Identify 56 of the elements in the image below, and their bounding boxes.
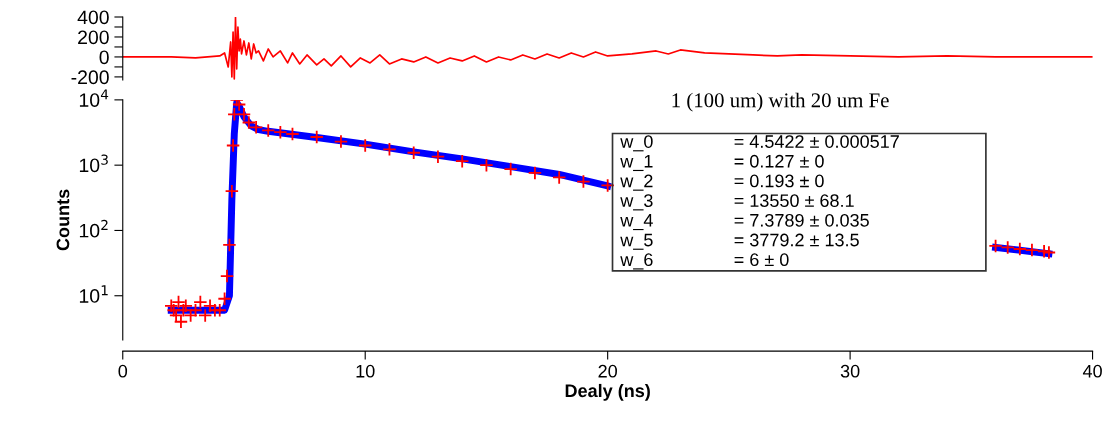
point [988, 238, 1003, 254]
point [358, 138, 373, 153]
point [219, 268, 235, 284]
point [1041, 245, 1057, 260]
x-tick-label: 30 [840, 364, 860, 378]
point [222, 237, 237, 253]
x-tick-label: 10 [356, 364, 375, 378]
point [236, 107, 252, 122]
point [600, 178, 615, 193]
point [273, 125, 288, 140]
y-tick-label: 10$^{2}$ [79, 219, 108, 238]
y-tick-label: 10$^{4}$ [79, 89, 109, 107]
text: w_1 = 0.127 ± 0 [620, 154, 824, 172]
x-tick-label: 40 [1082, 364, 1102, 378]
text: w_4 = 7.3789 ± 0.035 [620, 213, 869, 231]
y-tick-label: 400 [77, 10, 109, 25]
point [1000, 240, 1015, 255]
point [382, 142, 397, 157]
point [261, 123, 276, 138]
text: w_0 = 4.5422 ± 0.000517 [620, 135, 899, 152]
y-axis-title: Counts [56, 189, 70, 251]
point [248, 120, 264, 135]
y-tick-label: 0 [99, 50, 109, 65]
text: w_2 = 0.193 ± 0 [620, 174, 824, 191]
point [406, 145, 421, 160]
point [479, 158, 494, 173]
point [241, 115, 256, 130]
point [455, 154, 470, 169]
point [217, 291, 232, 306]
line-series [122, 17, 1093, 80]
point [576, 174, 591, 189]
point [430, 149, 446, 164]
point [333, 134, 349, 149]
point [224, 183, 240, 199]
y-tick-label: 10$^{1}$ [79, 285, 108, 303]
x-tick-label: 0 [118, 364, 128, 378]
y-tick-label: 10$^{3}$ [79, 154, 108, 173]
point [552, 170, 567, 185]
point [309, 129, 324, 145]
annotation: 1 (100 um) with 20 um Fe [672, 92, 889, 112]
point [1012, 241, 1027, 257]
point [225, 138, 241, 153]
y-tick-label: 200 [78, 30, 109, 45]
point [178, 298, 193, 314]
point [503, 161, 518, 177]
y-tick-label: -200 [71, 70, 109, 85]
point [231, 99, 247, 112]
point [1024, 242, 1040, 258]
point [212, 303, 227, 318]
x-axis-title: Dealy (ns) [565, 383, 650, 401]
text: w_3 = 13550 ± 68.1 [620, 194, 854, 211]
x-tick-label: 20 [598, 364, 617, 378]
point [285, 126, 300, 142]
text: w_5 = 3779.2 ± 13.5 [620, 233, 859, 250]
text: w_6 = 6 ± 0 [620, 253, 789, 270]
point [527, 165, 543, 181]
